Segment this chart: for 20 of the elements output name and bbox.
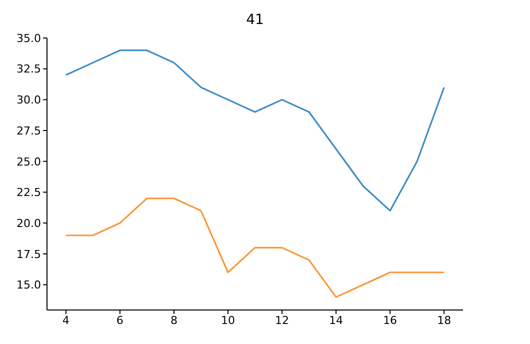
y-tick-label: 27.5: [16, 124, 41, 138]
y-tick-label: 22.5: [16, 186, 41, 200]
x-tick-label: 16: [383, 314, 398, 327]
x-tick-label: 8: [170, 314, 178, 327]
line-series: [65, 50, 445, 212]
y-tick-label: 20.0: [16, 216, 41, 230]
x-tick-label: 14: [329, 314, 344, 327]
x-tick-label: 10: [220, 314, 235, 327]
y-tick-label: 32.5: [16, 62, 41, 76]
line-series: [65, 198, 445, 298]
x-tick-label: 6: [116, 314, 124, 327]
y-tick-label: 25.0: [16, 155, 41, 168]
chart-title: 41: [245, 12, 265, 28]
x-tick-label: 18: [437, 314, 452, 327]
x-tick-label: 12: [275, 314, 290, 327]
y-tick-label: 35.0: [16, 32, 41, 45]
y-tick-label: 30.0: [16, 94, 41, 107]
y-tick-label: 17.5: [16, 248, 41, 261]
x-tick-label: 4: [62, 314, 70, 327]
y-tick-label: 15.0: [16, 278, 41, 292]
